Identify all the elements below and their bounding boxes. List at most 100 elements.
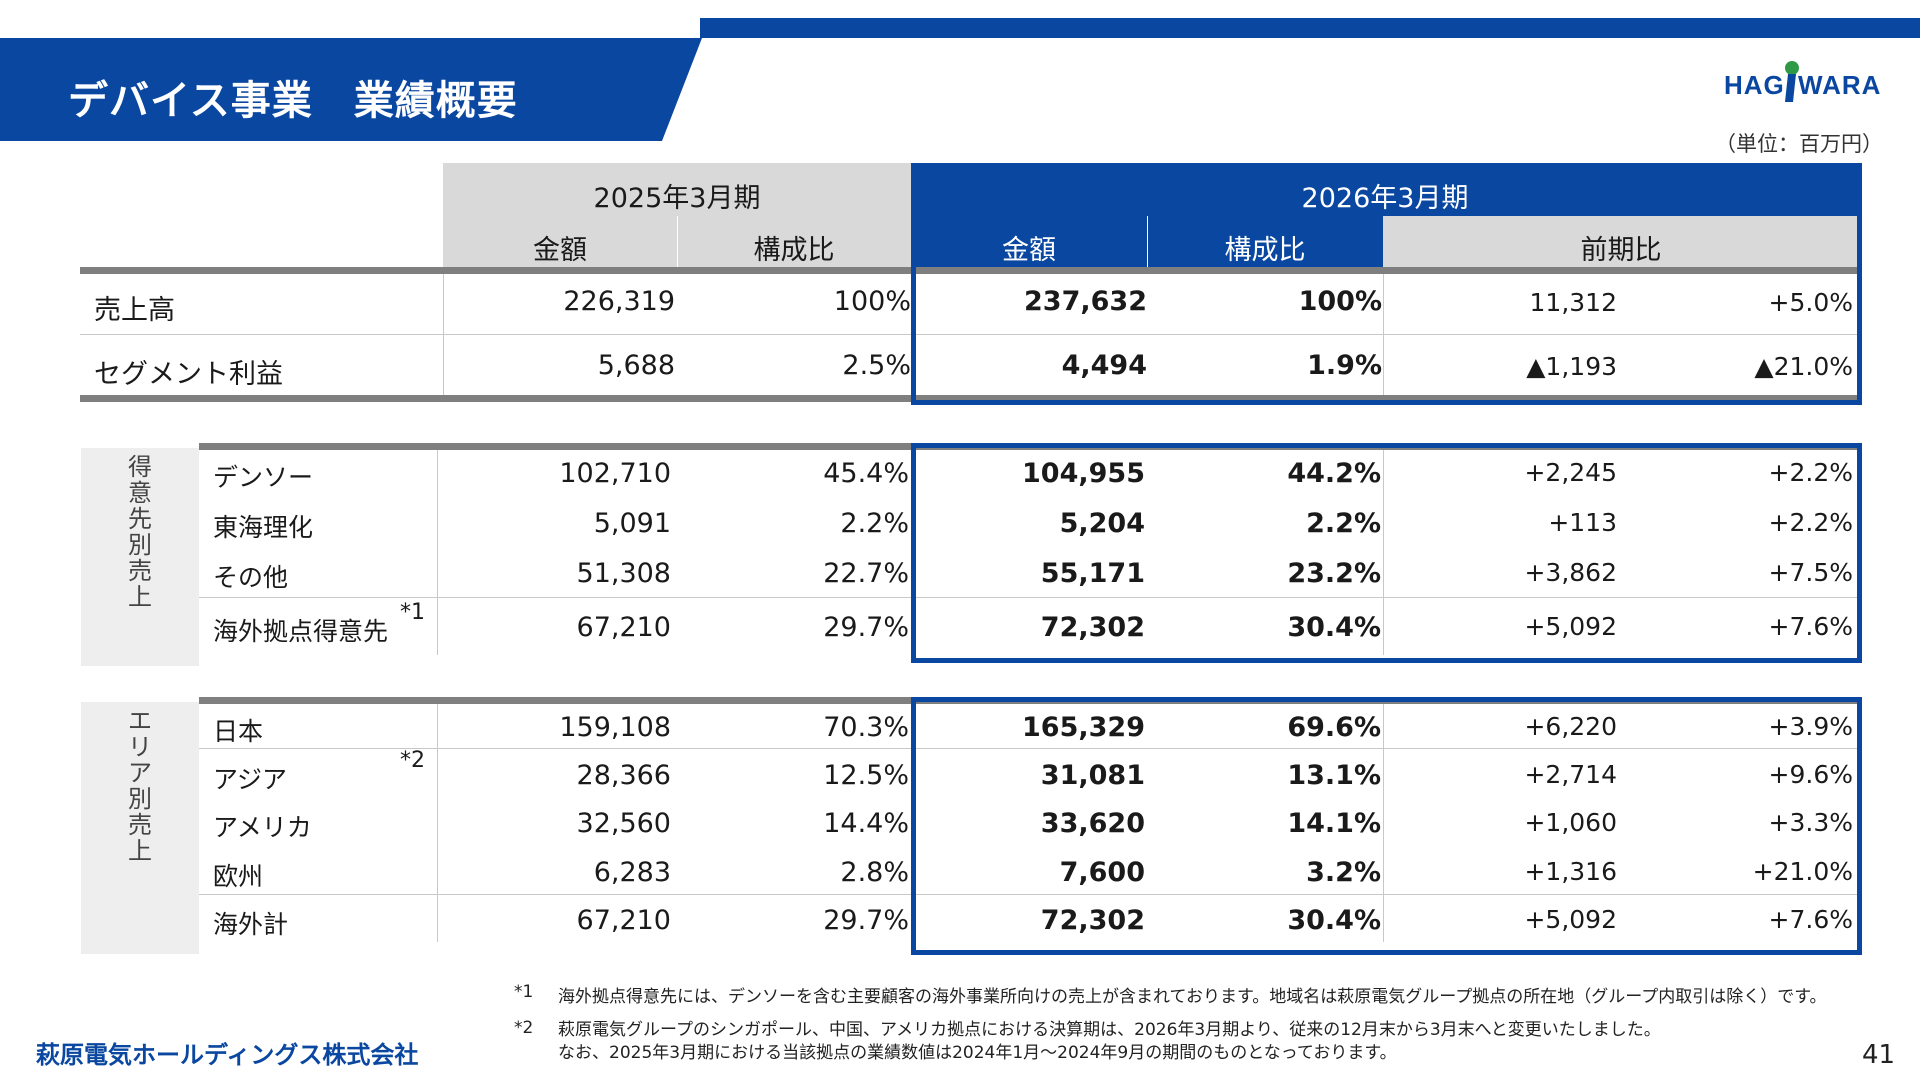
yoy-pct: +2.2% [1768, 508, 1853, 537]
fy2026-amount: 104,955 [1022, 458, 1145, 489]
company-name: 萩原電気ホールディングス株式会社 [36, 1041, 419, 1069]
footnote-1-text: 海外拠点得意先には、デンソーを含む主要顧客の海外事業所向けの売上が含まれておりま… [558, 987, 1827, 1007]
area-side-box [81, 702, 199, 954]
yoy-diff: +113 [1548, 508, 1617, 537]
yoy-diff: +6,220 [1524, 712, 1617, 741]
fy2026-ratio: 3.2% [1306, 857, 1381, 888]
header-divider [1147, 216, 1148, 267]
unit-label: （単位：百万円） [1715, 132, 1883, 156]
row-label: 日本 [213, 717, 264, 746]
row-label: 売上高 [94, 295, 175, 326]
profit-2025-amount: 5,688 [597, 350, 675, 381]
fy2025-ratio-header: 構成比 [753, 235, 835, 266]
fy2025-amount: 28,366 [576, 760, 671, 791]
footnote-2-mark: *2 [514, 1018, 534, 1038]
fy2026-ratio: 30.4% [1287, 612, 1381, 643]
profit-2025-ratio: 2.5% [842, 350, 911, 381]
fy2025-ratio: 29.7% [823, 612, 909, 643]
svg-text:HAG: HAG [1724, 70, 1785, 100]
fy2025-amount: 67,210 [576, 905, 671, 936]
sales-2026-ratio: 100% [1298, 286, 1382, 317]
footnote-2-text-line2: なお、2025年3月期における当該拠点の業績数値は2024年1月～2024年9月… [558, 1043, 1397, 1063]
summary-row-divider [80, 334, 1860, 335]
footnote-marker: *1 [400, 600, 425, 625]
yoy-pct: +3.3% [1768, 808, 1853, 837]
yoy-diff: +1,060 [1524, 808, 1617, 837]
row-label: 海外拠点得意先 [213, 617, 389, 646]
summary-col-divider [1383, 274, 1384, 395]
footnote-marker: *2 [400, 748, 425, 773]
row-label: アメリカ [213, 813, 312, 842]
row-label: セグメント利益 [94, 359, 283, 390]
summary-top-rule [80, 267, 1860, 274]
row-label: デンソー [213, 463, 314, 492]
summary-bottom-rule [80, 395, 1860, 402]
area-row-divider [199, 748, 1860, 749]
yoy-diff: +2,714 [1524, 760, 1617, 789]
fy2025-ratio: 14.4% [823, 808, 909, 839]
profit-2026-amount: 4,494 [1061, 350, 1147, 381]
yoy-diff: +5,092 [1524, 612, 1617, 641]
fy2026-header: 2026年3月期 [1301, 183, 1469, 214]
fy2026-amount: 72,302 [1040, 612, 1145, 643]
sales-2025-ratio: 100% [833, 286, 911, 317]
yoy-pct: +9.6% [1768, 760, 1853, 789]
fy2025-amount: 67,210 [576, 612, 671, 643]
fy2025-ratio: 2.8% [840, 857, 909, 888]
sales-yoy-diff: 11,312 [1529, 288, 1617, 317]
fy2025-amount: 51,308 [576, 558, 671, 589]
summary-col-divider [443, 274, 444, 395]
fy2026-amount-header: 金額 [1002, 235, 1056, 266]
fy2026-ratio: 2.2% [1306, 508, 1381, 539]
yoy-diff: +2,245 [1524, 458, 1617, 487]
fy2026-ratio: 30.4% [1287, 905, 1381, 936]
customer-col-divider [437, 450, 438, 655]
row-label: 欧州 [213, 862, 264, 891]
area-col-divider [437, 704, 438, 942]
yoy-pct: +7.6% [1768, 612, 1853, 641]
fy2026-header-bg [911, 163, 1859, 216]
title-bar [0, 38, 702, 141]
fy2025-amount: 5,091 [593, 508, 671, 539]
row-label: 東海理化 [213, 513, 314, 542]
area-row-divider [199, 894, 1860, 895]
profit-yoy-pct: ▲21.0% [1754, 352, 1853, 381]
footnote-2-text-line1: 萩原電気グループのシンガポール、中国、アメリカ拠点における決算期は、2026年3… [558, 1020, 1661, 1040]
yoy-header-bg [1383, 216, 1859, 267]
row-label: その他 [213, 563, 289, 592]
fy2026-ratio: 44.2% [1287, 458, 1381, 489]
fy2026-amount: 31,081 [1040, 760, 1145, 791]
fy2025-ratio: 70.3% [823, 712, 909, 743]
area-col-divider [1383, 704, 1384, 942]
fy2026-customer-frame [911, 443, 1862, 663]
profit-2026-ratio: 1.9% [1307, 350, 1382, 381]
sales-2026-amount: 237,632 [1024, 286, 1147, 317]
fy2025-amount: 32,560 [576, 808, 671, 839]
yoy-diff: +3,862 [1524, 558, 1617, 587]
page-number: 41 [1862, 1040, 1896, 1070]
customer-row-divider [199, 597, 1860, 598]
fy2026-ratio: 23.2% [1287, 558, 1381, 589]
fy2026-amount: 55,171 [1040, 558, 1145, 589]
sales-2025-amount: 226,319 [563, 286, 675, 317]
fy2025-ratio: 22.7% [823, 558, 909, 589]
yoy-pct: +21.0% [1752, 857, 1853, 886]
yoy-pct: +2.2% [1768, 458, 1853, 487]
yoy-pct: +7.5% [1768, 558, 1853, 587]
hagiwara-logo: HAG WARA [1724, 61, 1880, 102]
footnote-1-mark: *1 [514, 982, 534, 1002]
row-label: アジア [213, 765, 288, 794]
fy2026-amount: 5,204 [1059, 508, 1145, 539]
fy2026-summary-frame [911, 163, 1862, 405]
fy2026-amount: 165,329 [1022, 712, 1145, 743]
sales-yoy-pct: +5.0% [1768, 288, 1853, 317]
yoy-diff: +1,316 [1524, 857, 1617, 886]
fy2025-amount: 159,108 [559, 712, 671, 743]
fy2026-amount: 72,302 [1040, 905, 1145, 936]
fy2026-ratio: 69.6% [1287, 712, 1381, 743]
page-title: デバイス事業 業績概要 [68, 78, 518, 124]
customer-side-box [81, 448, 199, 666]
yoy-header: 前期比 [1580, 235, 1662, 266]
customer-col-divider [1383, 450, 1384, 655]
fy2026-ratio-header: 構成比 [1224, 235, 1306, 266]
